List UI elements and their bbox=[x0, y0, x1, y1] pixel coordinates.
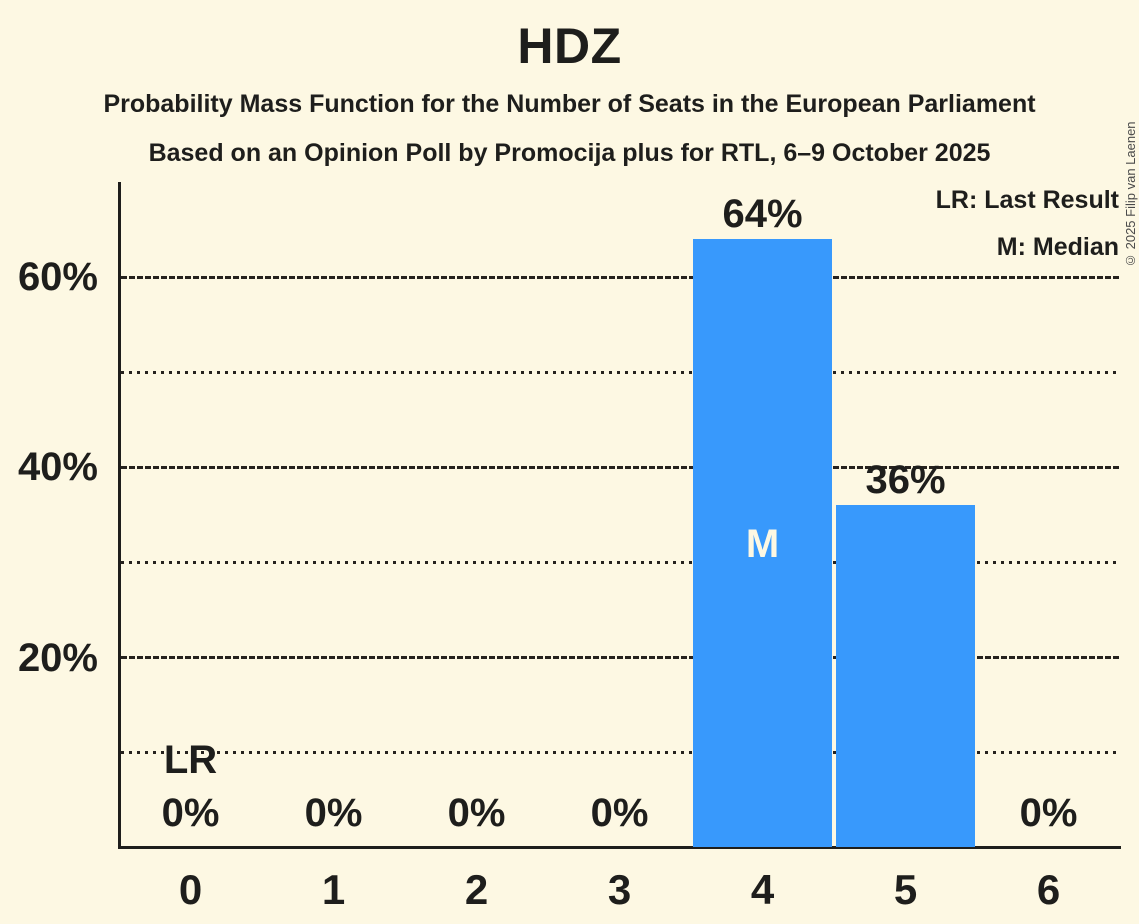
bar-value-label: 36% bbox=[865, 458, 946, 503]
x-tick-label: 4 bbox=[750, 866, 775, 913]
gridline-minor-30 bbox=[121, 561, 1120, 565]
chart-title: HDZ bbox=[517, 18, 622, 74]
x-tick-label: 2 bbox=[464, 866, 489, 913]
x-tick-label: 1 bbox=[321, 866, 346, 913]
x-tick-label: 0 bbox=[178, 866, 203, 913]
chart-subtitle: Probability Mass Function for the Number… bbox=[103, 90, 1036, 118]
last-result-marker: LR bbox=[163, 738, 218, 782]
gridline-minor-10 bbox=[121, 751, 1120, 755]
legend-median: M: Median bbox=[996, 233, 1119, 261]
x-axis-line bbox=[118, 846, 1121, 849]
bar-value-label: 0% bbox=[590, 791, 649, 835]
y-tick-label: 60% bbox=[17, 255, 98, 300]
x-tick-label: 6 bbox=[1036, 866, 1061, 913]
y-axis-line bbox=[118, 182, 121, 848]
gridline-major-60 bbox=[121, 275, 1120, 279]
bar-value-label: 0% bbox=[1019, 791, 1078, 835]
gridline-major-40 bbox=[121, 465, 1120, 469]
bar-seats-4 bbox=[693, 239, 832, 847]
chart-poll-source: Based on an Opinion Poll by Promocija pl… bbox=[148, 139, 991, 167]
gridline-minor-50 bbox=[121, 370, 1120, 374]
bar-value-label: 0% bbox=[304, 791, 363, 835]
x-tick-label: 3 bbox=[607, 866, 632, 913]
bar-value-label: 0% bbox=[161, 791, 220, 835]
copyright-notice: © 2025 Filip van Laenen bbox=[1123, 121, 1138, 268]
median-marker: M bbox=[745, 521, 780, 566]
y-tick-label: 20% bbox=[17, 635, 98, 680]
bar-value-label: 64% bbox=[722, 192, 803, 237]
bar-value-label: 0% bbox=[447, 791, 506, 835]
legend-last-result: LR: Last Result bbox=[935, 186, 1119, 214]
gridline-major-20 bbox=[121, 656, 1120, 660]
bar-seats-5 bbox=[836, 505, 975, 847]
x-tick-label: 5 bbox=[893, 866, 918, 913]
y-tick-label: 40% bbox=[17, 445, 98, 490]
